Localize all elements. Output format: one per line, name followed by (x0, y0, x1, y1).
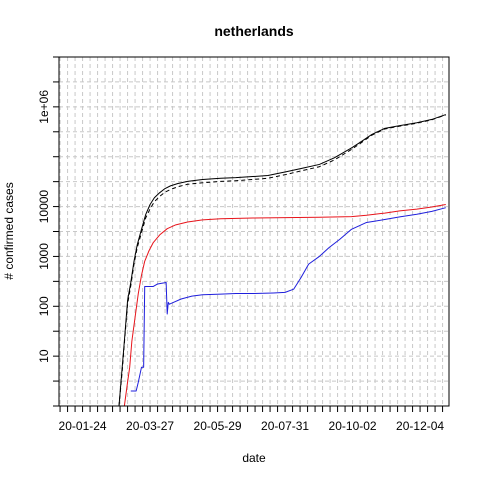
y-tick-label: 10 (37, 349, 51, 363)
y-tick-label: 1000 (37, 243, 51, 270)
x-tick-label: 20-05-29 (194, 419, 242, 433)
y-tick-label: 1e+06 (37, 90, 51, 124)
series-line-3 (123, 204, 446, 407)
y-axis-title: # confirmed cases (2, 182, 16, 279)
series-group (118, 114, 446, 407)
series-line-1 (118, 114, 446, 407)
series-line-4 (130, 207, 446, 392)
x-tick-label: 20-12-04 (396, 419, 444, 433)
axes: 20-01-24 20-03-27 20-05-29 20-07-31 20-10-02… (37, 56, 444, 433)
x-tick-label: 20-01-24 (59, 419, 107, 433)
series-line-2 (118, 114, 446, 407)
grid (59, 57, 449, 406)
x-tick-label: 20-03-27 (126, 419, 174, 433)
chart-title: netherlands (214, 23, 294, 39)
y-tick-label: 100 (37, 296, 51, 316)
x-tick-label: 20-10-02 (329, 419, 377, 433)
x-tick-label: 20-07-31 (261, 419, 309, 433)
y-tick-label: 10000 (37, 190, 51, 224)
x-axis-title: date (242, 451, 266, 465)
